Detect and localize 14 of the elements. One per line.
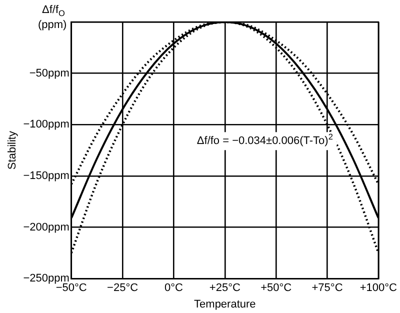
x-axis-title: Temperature	[194, 298, 256, 310]
y-tick-label: −150ppm	[23, 170, 70, 182]
y-tick-label: −50ppm	[29, 67, 70, 80]
x-tick-label: +50°C	[260, 282, 292, 294]
y-tick-label: −100ppm	[23, 118, 70, 131]
y-tick-label: −200ppm	[23, 221, 70, 234]
x-tick-label: +75°C	[312, 282, 343, 294]
x-tick-label: +100°C	[360, 282, 398, 294]
y-tick-label: −250ppm	[23, 272, 70, 285]
x-tick-label: +25°C	[209, 282, 240, 294]
x-tick-label: −25°C	[107, 282, 138, 294]
x-tick-label: 0°C	[164, 282, 184, 294]
y-axis-title: Stability	[6, 130, 19, 170]
x-tick-label: −50°C	[56, 282, 87, 294]
